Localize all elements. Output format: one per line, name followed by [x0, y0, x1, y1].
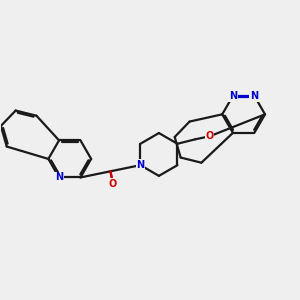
Text: O: O: [109, 178, 117, 188]
Text: N: N: [250, 91, 258, 101]
Text: O: O: [206, 131, 214, 141]
Text: N: N: [55, 172, 63, 182]
Text: N: N: [136, 160, 144, 170]
Text: N: N: [229, 91, 237, 101]
